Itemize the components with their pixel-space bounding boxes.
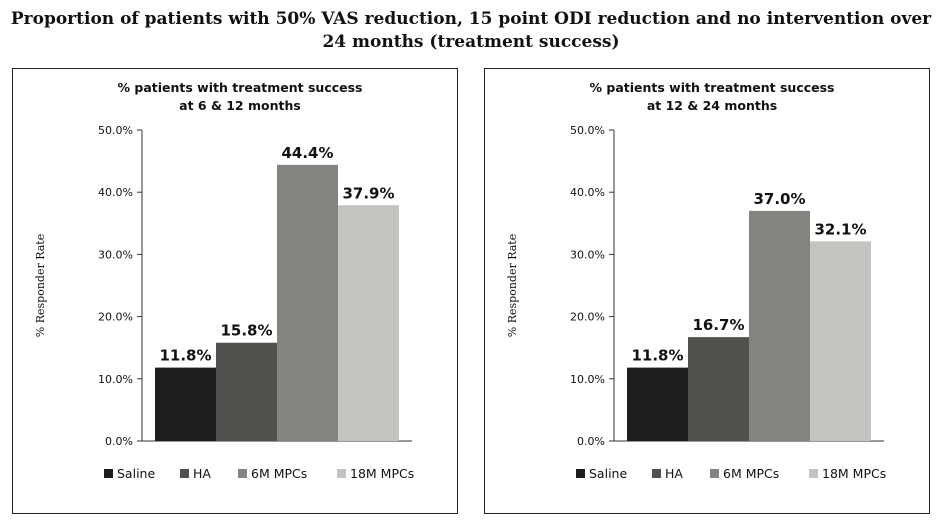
bar-18m-mpcs [810, 241, 871, 441]
chart-right-svg: % patients with treatment success at 12 &… [484, 68, 930, 514]
y-tick-label: 50.0% [570, 124, 605, 137]
data-label: 16.7% [692, 316, 744, 334]
y-tick-label: 30.0% [98, 248, 133, 261]
legend-swatch [576, 469, 585, 478]
bar-6m-mpcs [749, 210, 810, 441]
legend-label: Saline [117, 466, 155, 481]
data-label: 11.8% [159, 347, 211, 365]
y-tick-label: 30.0% [570, 248, 605, 261]
chart-title-line: % patients with treatment success [118, 80, 363, 95]
y-tick-label: 0.0% [577, 435, 605, 448]
legend-label: HA [665, 466, 683, 481]
y-tick-label: 20.0% [570, 311, 605, 324]
chart-title-line: % patients with treatment success [590, 80, 835, 95]
data-label: 44.4% [281, 144, 333, 162]
legend-label: 18M MPCs [350, 466, 414, 481]
data-label: 37.0% [753, 190, 805, 208]
y-tick-label: 0.0% [105, 435, 133, 448]
legend-swatch [337, 469, 346, 478]
bar-ha [688, 337, 749, 441]
chart-title-line: at 12 & 24 months [647, 98, 777, 113]
data-label: 37.9% [342, 184, 394, 202]
y-tick-label: 40.0% [570, 186, 605, 199]
bar-saline [155, 367, 216, 441]
bar-saline [627, 367, 688, 441]
bar-18m-mpcs [338, 205, 399, 441]
legend-label: 18M MPCs [822, 466, 886, 481]
legend-label: HA [193, 466, 211, 481]
y-tick-label: 40.0% [98, 186, 133, 199]
legend-swatch [652, 469, 661, 478]
data-label: 11.8% [631, 347, 683, 365]
chart-title-line: at 6 & 12 months [179, 98, 301, 113]
chart-left-svg: % patients with treatment success at 6 & … [12, 68, 458, 514]
y-tick-label: 10.0% [570, 373, 605, 386]
legend-label: Saline [589, 466, 627, 481]
y-tick-label: 50.0% [98, 124, 133, 137]
legend-swatch [710, 469, 719, 478]
chart-panel-right: % patients with treatment success at 12 &… [484, 68, 930, 514]
legend-swatch [104, 469, 113, 478]
legend-label: 6M MPCs [251, 466, 307, 481]
legend-swatch [180, 469, 189, 478]
chart-panel-left: % patients with treatment success at 6 & … [12, 68, 458, 514]
data-label: 15.8% [220, 322, 272, 340]
main-title-line-2: 24 months (treatment success) [322, 32, 620, 52]
legend-swatch [238, 469, 247, 478]
y-axis-label: % Responder Rate [506, 234, 519, 337]
legend-swatch [809, 469, 818, 478]
y-axis-label: % Responder Rate [34, 234, 47, 337]
data-label: 32.1% [814, 220, 866, 238]
y-tick-label: 10.0% [98, 373, 133, 386]
y-tick-label: 20.0% [98, 311, 133, 324]
main-title: Proportion of patients with 50% VAS redu… [0, 8, 942, 54]
legend-label: 6M MPCs [723, 466, 779, 481]
bar-ha [216, 342, 277, 441]
bar-6m-mpcs [277, 164, 338, 441]
main-title-line-1: Proportion of patients with 50% VAS redu… [10, 9, 932, 29]
